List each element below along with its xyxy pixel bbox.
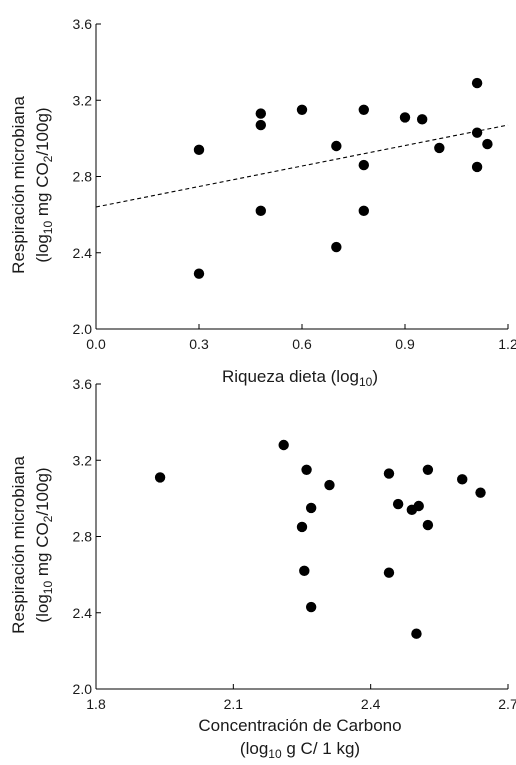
plot-area-1: 2.0 2.4 2.8 3.2 3.6 0.0 0.3 0.6 0.9 1.2 [73,16,516,352]
data-point [411,628,422,639]
x-axis-title: Riqueza dieta (log10) [222,367,378,389]
data-point [358,159,369,171]
data-point [358,205,369,217]
data-point [434,142,445,154]
x-tick-label: 0.0 [86,336,106,352]
trend-line [95,124,509,208]
data-point [305,601,317,613]
data-point [193,268,205,279]
data-point [416,114,428,125]
data-point [193,144,205,156]
data-point [422,519,434,531]
y-axis-title-line2: (log10 mg CO2/100g) [33,467,55,622]
data-point [331,241,342,253]
data-point [278,439,289,451]
x-tick-label: 2.1 [224,696,244,712]
data-point [296,104,308,115]
chart-riqueza-dieta: 2.0 2.4 2.8 3.2 3.6 0.0 0.3 0.6 0.9 1.2 Respiraci… [9,16,516,389]
data-point [457,474,468,485]
chart-concentracion-carbono: 2.0 2.4 2.8 3.2 3.6 1.8 2.1 2.4 2.7 Respiración … [9,376,516,761]
y-tick-label: 3.6 [73,16,93,32]
data-point [392,498,404,510]
x-tick-label: 0.6 [292,336,312,352]
data-point [383,468,395,479]
data-point [482,138,493,150]
y-tick-label: 2.8 [73,169,93,185]
x-axis-title-line2: (log10 g C/ 1 kg) [240,739,360,761]
y-axis-title-line1: Respiración microbiana [9,96,28,274]
data-point [255,205,266,217]
data-point [301,464,312,475]
y-axis-title-line2: (log10 mg CO2/100g) [33,107,55,262]
data-point [296,521,308,533]
y-axis-title-line1: Respiración microbiana [9,456,28,634]
data-point [305,502,317,514]
y-tick-label: 3.2 [73,452,93,468]
data-point [255,119,266,131]
data-point [299,565,310,577]
data-point [383,567,395,578]
x-tick-label: 1.2 [498,336,516,352]
x-tick-label: 0.9 [395,336,415,352]
x-tick-label: 0.3 [189,336,209,352]
data-point [324,479,335,491]
x-tick-label: 1.8 [86,696,106,712]
data-point [331,140,342,152]
data-point [471,77,483,89]
data-point [399,112,411,123]
y-tick-label: 2.8 [73,529,93,545]
plot-area-2: 2.0 2.4 2.8 3.2 3.6 1.8 2.1 2.4 2.7 [73,376,516,712]
y-tick-label: 3.2 [73,92,93,108]
y-tick-label: 2.0 [73,321,93,337]
data-point [471,161,483,173]
x-axis-title-line1: Concentración de Carbono [198,716,401,735]
data-point [422,464,434,475]
data-point [413,500,424,512]
y-tick-label: 3.6 [73,376,93,392]
y-tick-label: 2.4 [73,605,93,621]
y-tick-label: 2.0 [73,681,93,697]
data-point [475,487,486,498]
x-tick-label: 2.4 [361,696,381,712]
data-point [255,108,266,119]
data-point [154,472,166,483]
data-point [471,127,483,138]
x-tick-label: 2.7 [498,696,516,712]
y-tick-label: 2.4 [73,245,93,261]
data-point [358,104,369,115]
